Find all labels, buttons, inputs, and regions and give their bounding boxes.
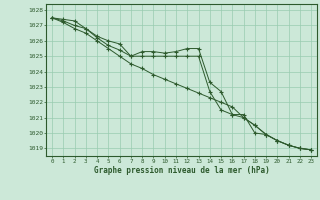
X-axis label: Graphe pression niveau de la mer (hPa): Graphe pression niveau de la mer (hPa) <box>94 166 269 175</box>
